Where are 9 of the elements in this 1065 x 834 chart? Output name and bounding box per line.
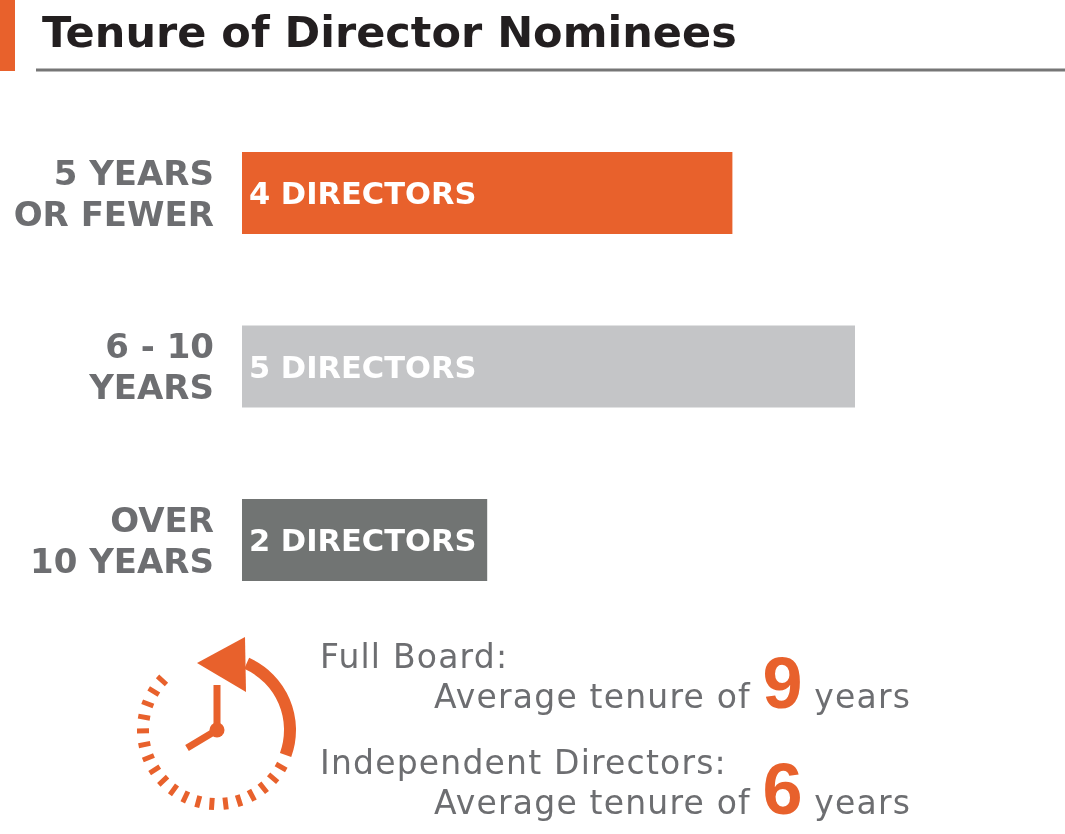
y-tick-label: 6 - 10 YEARS xyxy=(77,326,214,408)
data-label: 2 DIRECTORS xyxy=(249,523,477,558)
chart-title: Tenure of Director Nominees xyxy=(42,7,737,57)
y-tick-label: OVER 10 YEARS xyxy=(18,499,214,581)
text: Full Board: xyxy=(320,637,509,676)
text: Independent Directors: xyxy=(320,743,727,782)
data-label: 5 DIRECTORS xyxy=(249,349,477,385)
data-label: 4 DIRECTORS xyxy=(249,176,477,211)
y-tick-label: 5 YEARS OR FEWER xyxy=(1,152,214,234)
